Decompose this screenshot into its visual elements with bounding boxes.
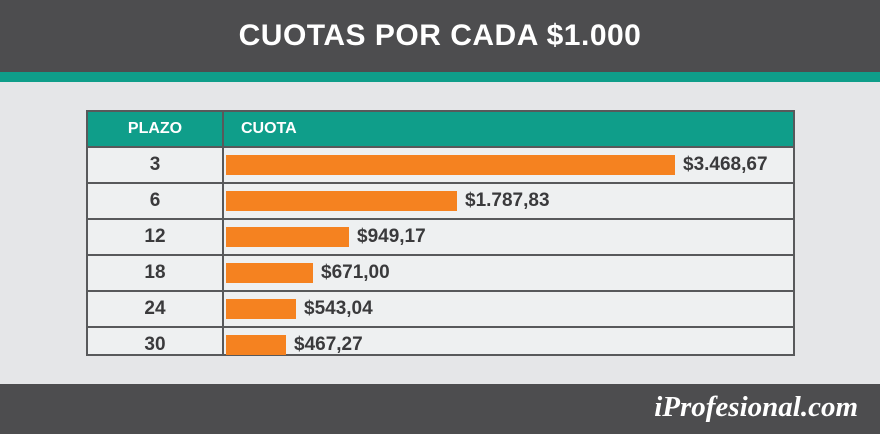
accent-band [0,72,880,82]
cuota-value-label: $467,27 [294,334,363,355]
table-row: 24 $543,04 [88,290,793,326]
chart-title: CUOTAS POR CADA $1.000 [238,19,642,52]
plazo-value: 3 [149,154,161,175]
table-row: 6 $1.787,83 [88,182,793,218]
table-row: 30 $467,27 [88,326,793,360]
table-row: 18 $671,00 [88,254,793,290]
table-row: 3 $3.468,67 [88,146,793,182]
cuota-bar [226,299,296,319]
cuota-value-label: $1.787,83 [465,190,550,211]
header-banner: CUOTAS POR CADA $1.000 [0,0,880,72]
cuota-value-label: $949,17 [357,226,426,247]
cuotas-table: PLAZO CUOTA 3 $3.468,67 6 $1.787,83 12 $949,1… [86,110,795,356]
table-row: 12 $949,17 [88,218,793,254]
cuota-value-label: $543,04 [304,298,373,319]
plazo-value: 24 [144,298,166,319]
plazo-value: 6 [149,190,161,211]
cuota-bar [226,227,349,247]
plazo-value: 12 [144,226,166,247]
plazo-value: 18 [144,262,166,283]
table-header: PLAZO CUOTA [88,112,793,146]
cuota-bar [226,263,313,283]
iprofesional-logo: iProfesional.com [654,391,858,423]
cuota-bar [226,191,457,211]
footer-banner: iProfesional.com [0,384,880,434]
cuota-bar [226,155,675,175]
cuota-value-label: $671,00 [321,262,390,283]
column-header-plazo: PLAZO [127,120,183,137]
cuota-value-label: $3.468,67 [683,154,768,175]
cuota-bar [226,335,286,355]
column-header-cuota: CUOTA [241,120,297,137]
plazo-value: 30 [144,334,166,355]
column-divider [222,112,224,354]
